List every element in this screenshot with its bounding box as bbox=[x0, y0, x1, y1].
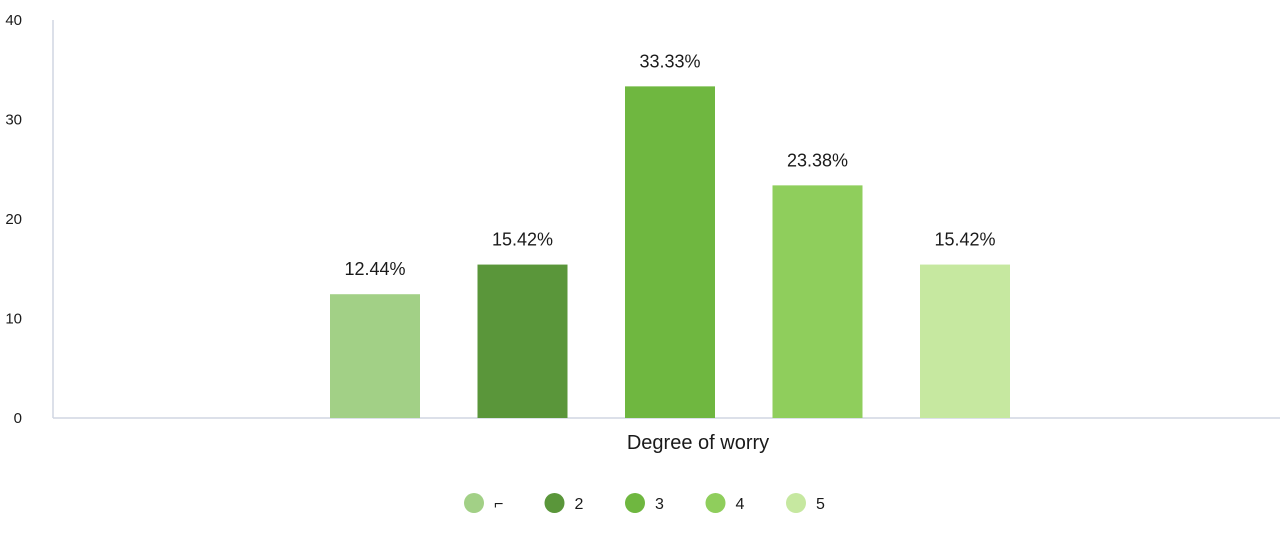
data-label-3: 33.33% bbox=[639, 51, 700, 71]
legend-label-3: 3 bbox=[655, 496, 664, 513]
y-axis-ticks: 0 10 20 30 40 bbox=[5, 12, 22, 427]
legend-label-1: ⌐ bbox=[494, 496, 503, 513]
bar-1 bbox=[330, 294, 420, 418]
y-tick-label: 30 bbox=[5, 112, 22, 129]
bars-group bbox=[330, 86, 1010, 418]
bar-3 bbox=[625, 86, 715, 418]
bar-4 bbox=[772, 185, 863, 418]
legend-label-5: 5 bbox=[816, 496, 825, 513]
y-tick-label: 20 bbox=[5, 211, 22, 228]
legend-label-2: 2 bbox=[575, 496, 584, 513]
legend-swatch-3 bbox=[625, 493, 645, 513]
legend-swatch-2 bbox=[544, 493, 565, 513]
legend: ⌐ 2 3 4 5 bbox=[464, 493, 825, 513]
legend-swatch-1 bbox=[464, 493, 484, 513]
x-axis-title: Degree of worry bbox=[627, 432, 769, 454]
legend-swatch-4 bbox=[705, 493, 726, 513]
bar-5 bbox=[920, 264, 1010, 418]
data-label-4: 23.38% bbox=[787, 150, 848, 170]
bar-2 bbox=[477, 264, 568, 418]
y-tick-label: 10 bbox=[5, 311, 22, 328]
y-tick-label: 40 bbox=[5, 12, 22, 29]
data-labels-group: 12.44% 15.42% 33.33% 23.38% 15.42% bbox=[344, 51, 995, 279]
data-label-5: 15.42% bbox=[934, 230, 995, 250]
y-tick-label: 0 bbox=[14, 410, 22, 427]
legend-label-4: 4 bbox=[736, 496, 745, 513]
data-label-2: 15.42% bbox=[492, 230, 553, 250]
legend-swatch-5 bbox=[786, 493, 806, 513]
data-label-1: 12.44% bbox=[344, 259, 405, 279]
